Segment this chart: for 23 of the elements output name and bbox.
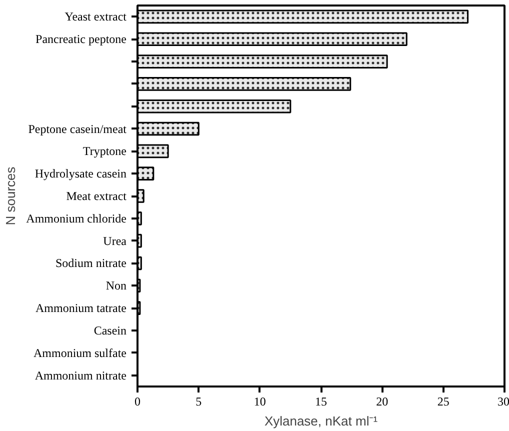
y-tick-label: Ammonium sulfate xyxy=(34,346,127,360)
y-tick-label: Non xyxy=(106,278,127,293)
y-axis-title: N sources xyxy=(3,166,18,226)
y-tick-label: Urea xyxy=(103,234,128,248)
y-tick-label: Ammonium chloride xyxy=(26,211,127,226)
x-tick-label: 0 xyxy=(134,394,140,408)
y-tick-label: Sodium nitrate xyxy=(56,256,127,270)
y-tick-label: Yeast extract xyxy=(64,10,128,24)
y-tick-label: Peptone casein/meat xyxy=(28,122,128,136)
y-tick-label: Ammonium nitrate xyxy=(34,368,127,382)
y-tick-label: Ammonium tatrate xyxy=(36,301,127,316)
x-tick-label: 20 xyxy=(376,394,388,408)
x-axis-title: Xylanase, nKat ml⁻¹ xyxy=(264,414,378,428)
y-tick-label: Pancreatic peptone xyxy=(36,32,127,46)
x-tick-label: 15 xyxy=(315,394,327,408)
y-tick-label: Hydrolysate casein xyxy=(34,166,127,181)
x-tick-label: 10 xyxy=(254,394,266,408)
y-tick-label: Casein xyxy=(94,323,127,338)
x-tick-label: 25 xyxy=(437,394,450,408)
y-tick-label: Tryptone xyxy=(82,144,127,158)
y-tick-label: Meat extract xyxy=(66,189,128,203)
x-tick-label: 5 xyxy=(196,394,202,408)
x-tick-label: 30 xyxy=(498,394,509,408)
